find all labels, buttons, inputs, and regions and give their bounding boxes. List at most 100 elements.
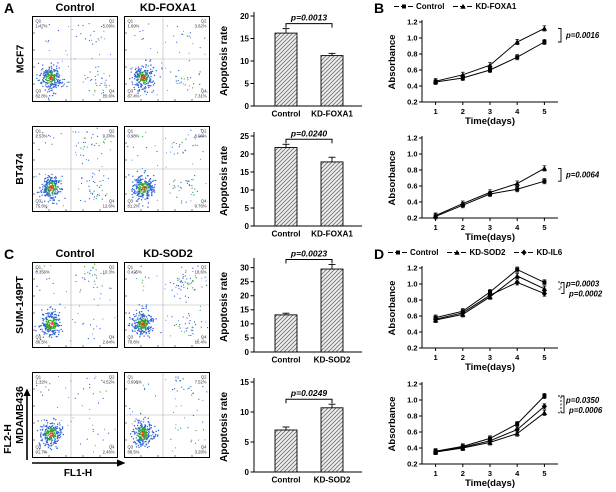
fl1-h-axis-arrow [32, 459, 126, 467]
panel-b-label: B [374, 0, 385, 16]
svg-text:Q4: Q4 [201, 199, 207, 204]
svg-text:88.5%: 88.5% [128, 450, 140, 455]
svg-text:3: 3 [488, 353, 492, 362]
svg-text:Q2: Q2 [201, 375, 207, 380]
svg-text:Q3: Q3 [128, 199, 134, 204]
bar-chart-sum149pt-apoptosis: 0 5 10 15 20 25 30 Control KD-SOD2 p=0.0023 Apopto… [219, 249, 362, 365]
legend-item-label: Control [416, 2, 445, 11]
svg-text:Q2: Q2 [109, 19, 115, 24]
svg-text:Absorbance: Absorbance [387, 397, 398, 452]
svg-text:10: 10 [240, 186, 249, 195]
fl2-h-axis-label: FL2-H [0, 410, 16, 468]
svg-text:Q4: Q4 [109, 89, 115, 94]
panel-c-header-kd-sod2: KD-SOD2 [143, 248, 193, 260]
svg-text:Q2: Q2 [201, 19, 207, 24]
svg-text:Q1: Q1 [128, 265, 134, 270]
panel-a-header-control: Control [55, 2, 95, 14]
svg-text:p=0.0240: p=0.0240 [290, 128, 327, 138]
svg-text:2: 2 [461, 107, 465, 116]
svg-text:2.46%: 2.46% [103, 450, 115, 455]
svg-text:p=0.0002: p=0.0002 [568, 290, 603, 299]
legend-item-label: KD-SOD2 [469, 248, 506, 257]
svg-text:Q3: Q3 [36, 335, 42, 340]
svg-text:25: 25 [240, 132, 249, 141]
svg-text:1.2: 1.2 [407, 380, 417, 389]
svg-text:KD-SOD2: KD-SOD2 [314, 476, 351, 485]
svg-text:Apoptosis rate: Apoptosis rate [219, 26, 230, 96]
svg-text:Absorbance: Absorbance [387, 151, 398, 206]
svg-text:Q1: Q1 [36, 265, 42, 270]
svg-text:0.6: 0.6 [407, 312, 417, 321]
svg-text:2.84%: 2.84% [103, 340, 115, 345]
panel-a-label: A [4, 0, 15, 16]
svg-text:3: 3 [488, 107, 492, 116]
svg-text:p=0.0023: p=0.0023 [290, 249, 327, 259]
svg-text:p=0.0013: p=0.0013 [290, 13, 327, 23]
svg-text:0.8: 0.8 [407, 296, 417, 305]
row-label-sum149pt: SUM-149PT [12, 262, 28, 348]
legend-item-label: KD-FOXA1 [475, 2, 517, 11]
svg-text:87.4%: 87.4% [128, 94, 140, 99]
legend-d: Control KD-SOD2 KD-IL6 [388, 248, 562, 257]
svg-text:Q4: Q4 [201, 335, 207, 340]
svg-text:0.4: 0.4 [407, 82, 418, 91]
svg-text:2: 2 [461, 223, 465, 232]
panel-d-label: D [374, 246, 385, 262]
svg-text:0: 0 [245, 348, 250, 357]
svg-text:4: 4 [515, 469, 520, 478]
svg-text:81.2%: 81.2% [128, 204, 140, 209]
legend-item-control: Control [394, 2, 444, 11]
svg-text:1.47%: 1.47% [36, 24, 48, 29]
svg-text:p=0.0006: p=0.0006 [568, 406, 603, 415]
svg-text:0.4: 0.4 [407, 328, 418, 337]
svg-text:KD-FOXA1: KD-FOXA1 [311, 110, 353, 119]
triangle-marker-icon [447, 249, 468, 255]
svg-text:86.5%: 86.5% [36, 340, 48, 345]
svg-text:12.6%: 12.6% [103, 204, 115, 209]
line-chart-mdamb436-growth: 0.2 0.4 0.6 0.8 1.0 1.2 1 2 3 4 5 Time(days) Absorba… [387, 380, 603, 489]
svg-text:2.53%: 2.53% [36, 134, 48, 139]
svg-text:Q1: Q1 [128, 19, 134, 24]
svg-text:Q4: Q4 [109, 335, 115, 340]
svg-text:KD-FOXA1: KD-FOXA1 [311, 230, 353, 239]
svg-text:4: 4 [515, 223, 520, 232]
svg-text:Q1: Q1 [36, 19, 42, 24]
svg-text:0: 0 [245, 102, 250, 111]
svg-text:0.425%: 0.425% [128, 270, 142, 275]
svg-text:KD-SOD2: KD-SOD2 [314, 356, 351, 365]
svg-text:0.8: 0.8 [407, 412, 417, 421]
fl2-h-axis-arrow [23, 388, 31, 460]
svg-text:1.0: 1.0 [407, 280, 417, 289]
svg-text:7.31%: 7.31% [195, 94, 207, 99]
svg-text:Time(days): Time(days) [465, 116, 515, 127]
svg-text:1.69%: 1.69% [128, 24, 140, 29]
svg-text:3.28%: 3.28% [195, 450, 207, 455]
svg-text:1: 1 [434, 107, 438, 116]
svg-text:0.8: 0.8 [407, 166, 417, 175]
panel-c-header-control: Control [55, 248, 95, 260]
row-label-mcf7-text: MCF7 [14, 44, 26, 74]
svg-text:0.2: 0.2 [407, 344, 417, 353]
svg-text:Q4: Q4 [201, 89, 207, 94]
svg-text:82.8%: 82.8% [36, 94, 48, 99]
svg-text:3.62%: 3.62% [195, 24, 207, 29]
svg-text:15: 15 [240, 306, 249, 315]
svg-text:1: 1 [434, 469, 438, 478]
diamond-marker-icon [514, 249, 535, 256]
svg-text:25: 25 [240, 277, 249, 286]
svg-text:20: 20 [240, 150, 249, 159]
svg-text:Q1: Q1 [36, 129, 42, 134]
square-marker-icon [394, 4, 414, 9]
svg-text:Apoptosis rate: Apoptosis rate [219, 392, 230, 462]
svg-text:10: 10 [240, 408, 249, 417]
svg-text:20: 20 [240, 292, 249, 301]
row-label-sum149pt-text: SUM-149PT [14, 276, 27, 334]
svg-text:9.24%: 9.24% [103, 134, 115, 139]
svg-text:1.0: 1.0 [407, 396, 417, 405]
svg-text:5: 5 [542, 107, 546, 116]
fl1-h-axis-label: FL1-H [63, 468, 93, 479]
